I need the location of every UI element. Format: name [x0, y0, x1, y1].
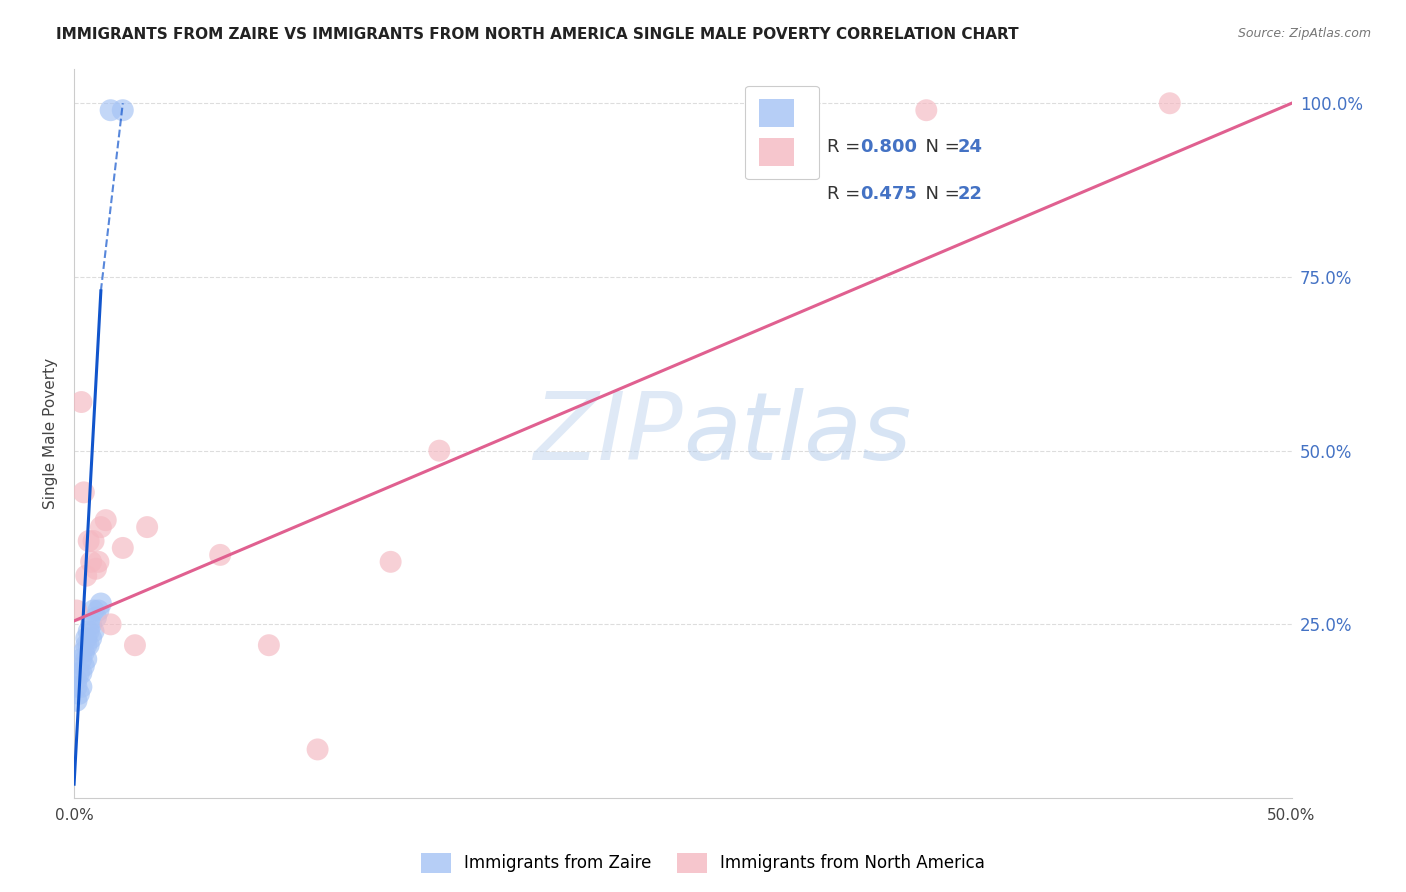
- Legend: , : ,: [745, 86, 820, 179]
- Text: N =: N =: [914, 138, 966, 156]
- Point: [380, 555, 402, 569]
- Point: [87, 555, 110, 569]
- Point: [70, 665, 93, 680]
- Point: [77, 624, 100, 639]
- Point: [915, 103, 938, 118]
- Point: [111, 541, 134, 555]
- Point: [77, 533, 100, 548]
- Text: IMMIGRANTS FROM ZAIRE VS IMMIGRANTS FROM NORTH AMERICA SINGLE MALE POVERTY CORRE: IMMIGRANTS FROM ZAIRE VS IMMIGRANTS FROM…: [56, 27, 1019, 42]
- Text: 0.800: 0.800: [860, 138, 918, 156]
- Text: 22: 22: [957, 185, 983, 203]
- Point: [84, 610, 107, 624]
- Point: [65, 673, 87, 687]
- Legend: Immigrants from Zaire, Immigrants from North America: Immigrants from Zaire, Immigrants from N…: [415, 847, 991, 880]
- Point: [209, 548, 232, 562]
- Point: [70, 680, 93, 694]
- Point: [124, 638, 146, 652]
- Point: [84, 562, 107, 576]
- Text: 24: 24: [957, 138, 983, 156]
- Point: [87, 603, 110, 617]
- Point: [111, 103, 134, 118]
- Point: [94, 513, 117, 527]
- Point: [90, 597, 112, 611]
- Text: R =: R =: [827, 138, 866, 156]
- Text: R =: R =: [827, 185, 866, 203]
- Text: ZIP: ZIP: [533, 388, 683, 479]
- Text: atlas: atlas: [683, 388, 911, 479]
- Point: [73, 485, 96, 500]
- Point: [75, 568, 97, 582]
- Point: [75, 638, 97, 652]
- Point: [80, 555, 103, 569]
- Point: [83, 603, 105, 617]
- Point: [73, 645, 96, 659]
- Point: [100, 617, 122, 632]
- Text: 0.475: 0.475: [860, 185, 917, 203]
- Point: [80, 617, 103, 632]
- Point: [75, 652, 97, 666]
- Text: N =: N =: [914, 185, 966, 203]
- Point: [65, 694, 87, 708]
- Point: [75, 632, 97, 646]
- Point: [70, 395, 93, 409]
- Point: [67, 665, 90, 680]
- Point: [73, 659, 96, 673]
- Point: [257, 638, 280, 652]
- Y-axis label: Single Male Poverty: Single Male Poverty: [44, 358, 58, 508]
- Point: [83, 624, 105, 639]
- Point: [65, 680, 87, 694]
- Point: [83, 533, 105, 548]
- Text: Source: ZipAtlas.com: Source: ZipAtlas.com: [1237, 27, 1371, 40]
- Point: [77, 638, 100, 652]
- Point: [1159, 96, 1181, 111]
- Point: [65, 603, 87, 617]
- Point: [307, 742, 329, 756]
- Point: [100, 103, 122, 118]
- Point: [427, 443, 450, 458]
- Point: [136, 520, 159, 534]
- Point: [70, 652, 93, 666]
- Point: [90, 520, 112, 534]
- Point: [67, 687, 90, 701]
- Point: [80, 632, 103, 646]
